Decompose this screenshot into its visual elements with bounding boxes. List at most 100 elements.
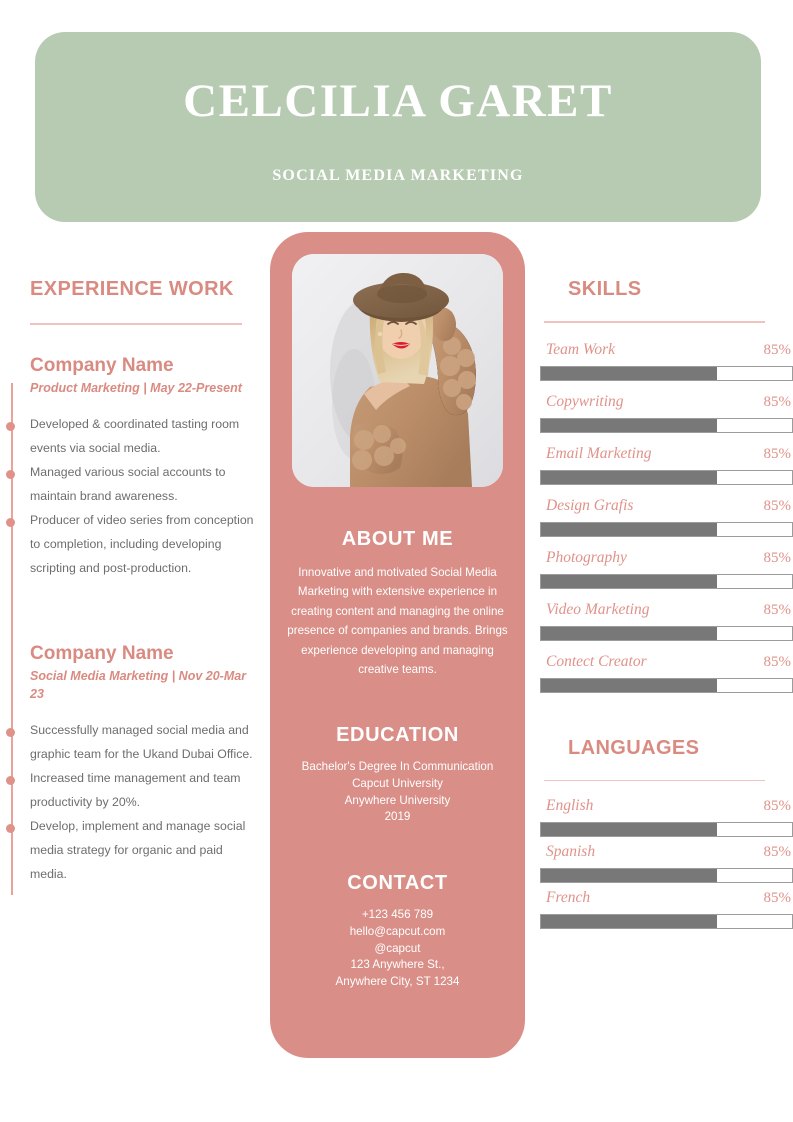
education-line: Bachelor's Degree In Communication — [301, 760, 494, 773]
skill-bar-track — [540, 822, 793, 837]
skill-bar-track — [540, 625, 793, 641]
education-section: EDUCATION Bachelor's Degree In Communica… — [270, 724, 525, 826]
skill-label-row: Email Marketing 85% — [540, 445, 793, 463]
header-subtitle: SOCIAL MEDIA MARKETING — [272, 166, 524, 184]
skill-bar-track — [540, 573, 793, 589]
list-item: Developed & coordinated tasting room eve… — [5, 413, 262, 461]
about-heading: ABOUT ME — [341, 528, 454, 550]
skill-bar-fill — [541, 869, 717, 882]
skill-label: Email Marketing — [546, 444, 652, 462]
skill-percent: 85% — [763, 601, 792, 618]
skill-label: French — [546, 889, 591, 906]
education-line: Capcut University — [352, 776, 443, 790]
skill-label-row: Video Marketing 85% — [540, 601, 793, 619]
experience-divider — [30, 323, 242, 325]
experience-timeline: Company Name Product Marketing | May 22-P… — [0, 355, 262, 895]
languages-list: English 85% Spanish 85% French 85% — [540, 797, 793, 929]
skill-label: Spanish — [546, 843, 596, 860]
bullet-dot-icon — [5, 421, 15, 431]
job-role-dates: Social Media Marketing | Nov 20-Mar 23 — [30, 668, 247, 701]
skill-percent: 85% — [763, 549, 792, 566]
bullet-dot-icon — [5, 823, 15, 833]
experience-column: EXPERIENCE WORK Company Name Product Mark… — [0, 278, 262, 1018]
bullet-dot-icon — [5, 775, 15, 785]
list-item: Develop, implement and manage social med… — [5, 815, 262, 887]
skill-label: Team Work — [546, 340, 616, 358]
skill-label-row: Contect Creator 85% — [540, 653, 793, 671]
skill-item: Spanish 85% — [540, 843, 793, 883]
skill-bar-fill — [541, 626, 717, 640]
header-band: CELCILIA GARET SOCIAL MEDIA MARKETING — [35, 32, 761, 222]
skill-percent: 85% — [763, 497, 792, 514]
skills-list: Team Work 85% Copywriting 85% Email Marketin… — [540, 341, 793, 693]
avatar — [292, 254, 503, 487]
skill-bar-fill — [541, 823, 717, 836]
skill-percent: 85% — [763, 653, 792, 670]
skill-label-row: English 85% — [540, 797, 793, 815]
skill-item: Copywriting 85% — [540, 393, 793, 433]
skill-bar-fill — [541, 522, 717, 536]
responsibility-list: Developed & coordinated tasting room eve… — [5, 413, 262, 581]
experience-entry: Company Name Product Marketing | May 22-P… — [5, 355, 262, 581]
skill-label: Photography — [546, 548, 627, 566]
company-name: Company Name — [30, 642, 174, 664]
skill-label: Contect Creator — [546, 652, 647, 670]
languages-section: LANGUAGES English 85% Spanish 85% French 85% — [540, 736, 793, 929]
skills-heading: SKILLS — [568, 278, 642, 300]
contact-address-line-1: 123 Anywhere St., — [350, 958, 445, 972]
education-heading: EDUCATION — [336, 724, 459, 746]
skill-label-row: French 85% — [540, 889, 793, 907]
experience-entry: Company Name Social Media Marketing | Nov… — [5, 642, 262, 887]
list-item: Managed various social accounts to maint… — [5, 461, 262, 509]
skill-label: Copywriting — [546, 392, 624, 410]
skill-bar-track — [540, 868, 793, 883]
languages-heading: LANGUAGES — [568, 736, 700, 759]
skill-bar-fill — [541, 915, 717, 928]
bullet-dot-icon — [5, 727, 15, 737]
about-section: ABOUT ME Innovative and motivated Social… — [270, 528, 525, 680]
contact-address-line-2: Anywhere City, ST 1234 — [335, 975, 460, 989]
skill-label-row: Copywriting 85% — [540, 393, 793, 411]
contact-social[interactable]: @capcut — [374, 941, 421, 955]
skill-label-row: Photography 85% — [540, 549, 793, 567]
skill-item: Design Grafis 85% — [540, 497, 793, 537]
contact-phone[interactable]: +123 456 789 — [361, 908, 434, 921]
skill-item: English 85% — [540, 797, 793, 837]
skill-label-row: Design Grafis 85% — [540, 497, 793, 515]
profile-card: ABOUT ME Innovative and motivated Social… — [270, 232, 525, 1058]
skill-item: Email Marketing 85% — [540, 445, 793, 485]
education-line: 2019 — [384, 810, 411, 824]
skill-percent: 85% — [763, 798, 792, 814]
list-item: Producer of video series from conception… — [5, 509, 262, 581]
skill-label-row: Spanish 85% — [540, 843, 793, 861]
timeline-line — [11, 383, 13, 895]
skill-label: Design Grafis — [546, 496, 634, 514]
skill-percent: 85% — [763, 844, 792, 860]
languages-divider — [544, 779, 765, 781]
skill-percent: 85% — [763, 341, 792, 358]
education-line: Anywhere University — [344, 793, 451, 807]
responsibility-list: Successfully managed social media and gr… — [5, 719, 262, 887]
portrait-photo-icon — [292, 254, 503, 487]
skill-bar-track — [540, 677, 793, 693]
skills-column: SKILLS Team Work 85% Copywriting 85% Email M… — [540, 278, 793, 935]
skill-bar-track — [540, 469, 793, 485]
skill-bar-track — [540, 521, 793, 537]
skill-percent: 85% — [763, 445, 792, 462]
contact-section: CONTACT +123 456 789 hello@capcut.com @c… — [270, 872, 525, 991]
experience-heading: EXPERIENCE WORK — [30, 278, 234, 300]
contact-heading: CONTACT — [347, 872, 448, 894]
skill-label-row: Team Work 85% — [540, 341, 793, 359]
skill-bar-fill — [541, 366, 717, 380]
skill-item: French 85% — [540, 889, 793, 929]
skill-label: Video Marketing — [546, 600, 650, 618]
skill-bar-fill — [541, 418, 717, 432]
contact-email[interactable]: hello@capcut.com — [349, 924, 446, 938]
skill-item: Video Marketing 85% — [540, 601, 793, 641]
skill-item: Contect Creator 85% — [540, 653, 793, 693]
skills-divider — [544, 321, 765, 323]
skill-percent: 85% — [763, 890, 792, 906]
education-text: Bachelor's Degree In Communication Capcu… — [286, 759, 509, 826]
contact-details: +123 456 789 hello@capcut.com @capcut 12… — [286, 907, 509, 991]
